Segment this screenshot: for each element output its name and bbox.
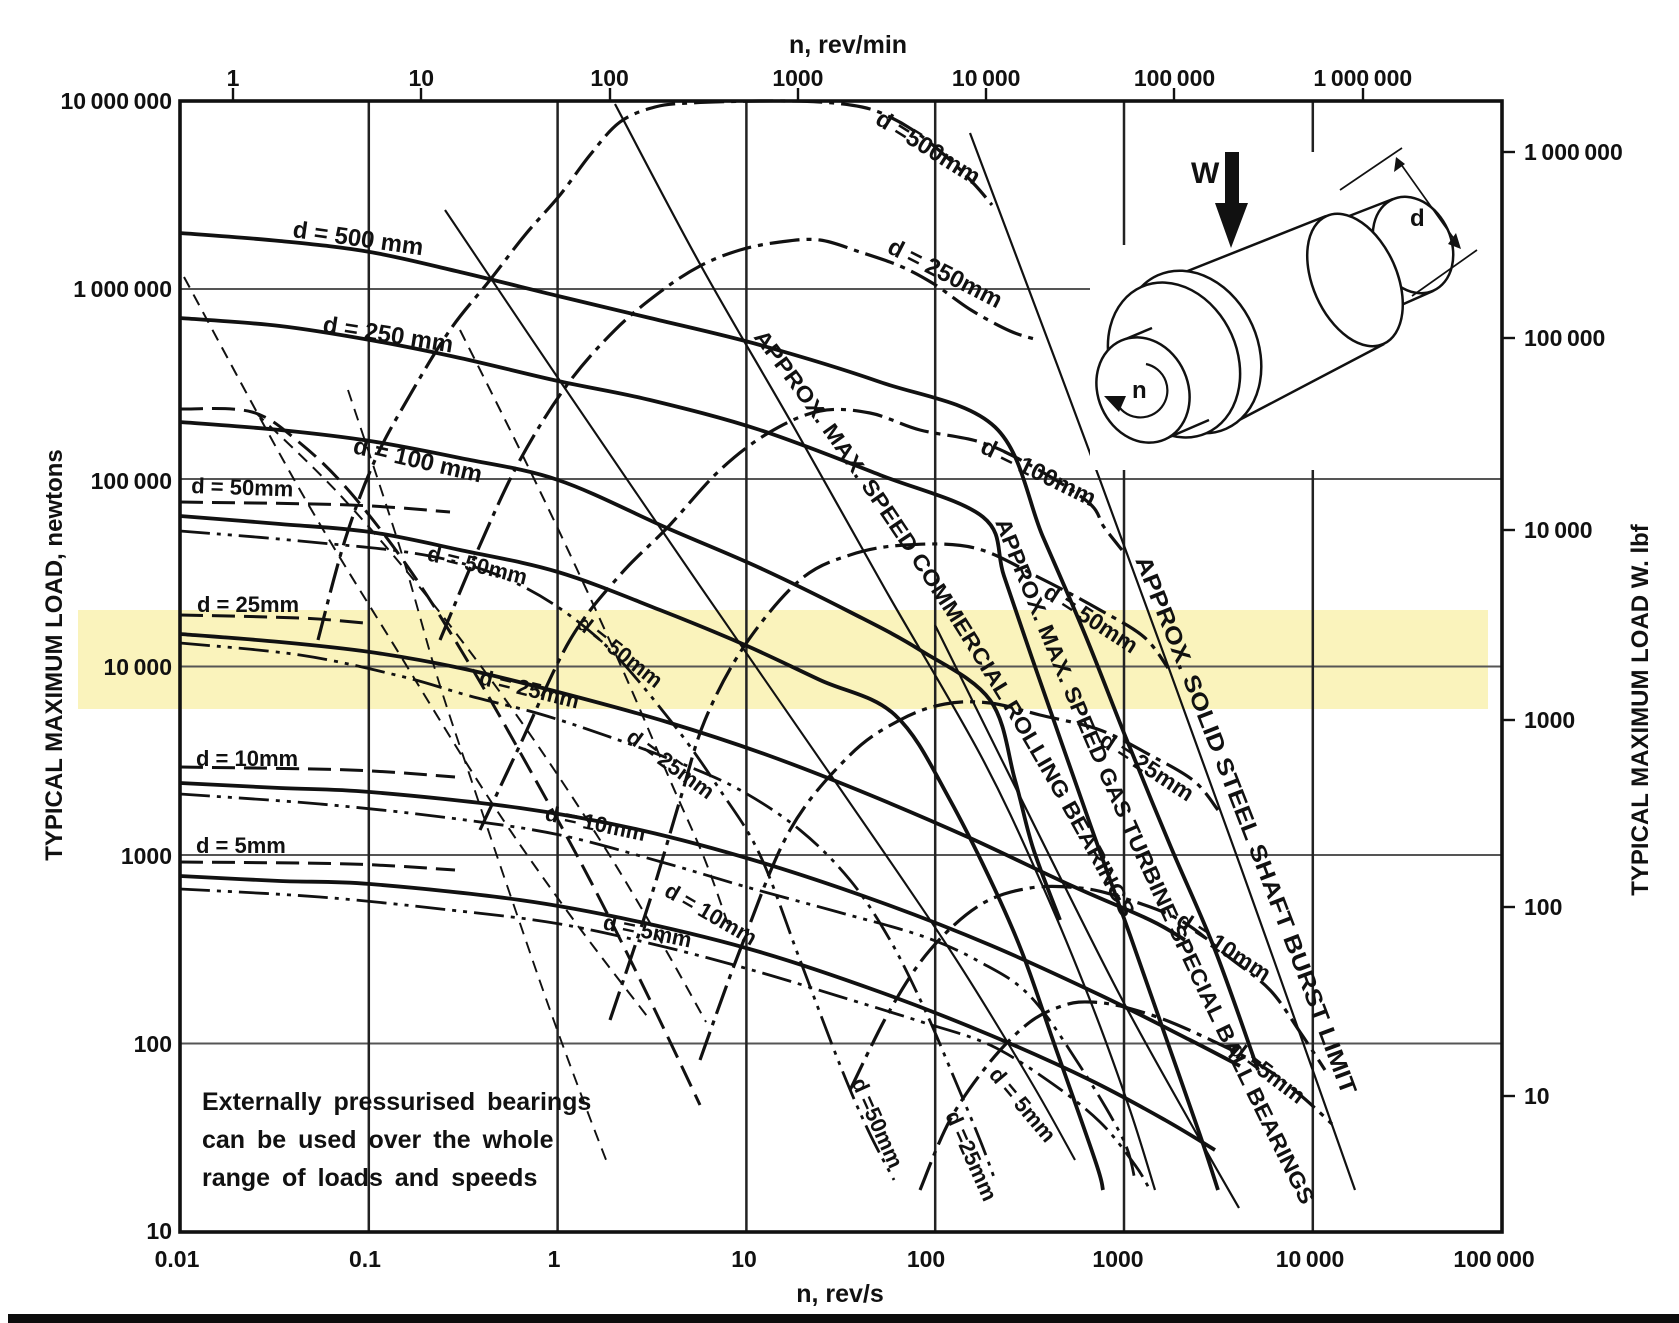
svg-text:10: 10: [1524, 1083, 1550, 1109]
svg-text:1: 1: [227, 65, 240, 91]
svg-text:10 000: 10 000: [952, 65, 1021, 91]
svg-text:10 000: 10 000: [1276, 1246, 1345, 1272]
svg-text:1000: 1000: [1524, 707, 1575, 733]
svg-text:10: 10: [146, 1218, 172, 1244]
svg-text:1000: 1000: [121, 843, 172, 869]
svg-text:W: W: [1191, 157, 1220, 190]
svg-text:d: d: [1410, 205, 1425, 232]
svg-text:10: 10: [409, 65, 435, 91]
svg-text:n, rev/s: n, rev/s: [796, 1280, 884, 1308]
svg-text:n, rev/min: n, rev/min: [789, 31, 907, 59]
svg-text:n: n: [1132, 377, 1147, 404]
svg-text:d = 25mm: d = 25mm: [622, 724, 719, 804]
svg-text:1 000 000: 1 000 000: [1524, 139, 1623, 165]
svg-text:100 000: 100 000: [1134, 65, 1215, 91]
svg-text:d = 100 mm: d = 100 mm: [351, 433, 485, 489]
svg-text:d = 5mm: d = 5mm: [601, 909, 694, 952]
svg-text:100: 100: [907, 1246, 945, 1272]
svg-text:10 000: 10 000: [1524, 517, 1593, 543]
svg-text:10: 10: [731, 1246, 757, 1272]
svg-text:d = 25mm: d = 25mm: [197, 592, 299, 617]
svg-text:TYPICAL MAXIMUM LOAD, newtons: TYPICAL MAXIMUM LOAD, newtons: [41, 449, 68, 861]
svg-text:d =25mm: d =25mm: [940, 1107, 1002, 1205]
svg-text:100: 100: [1524, 894, 1562, 920]
svg-text:d = 50mm: d = 50mm: [191, 473, 294, 502]
svg-text:0.01: 0.01: [155, 1246, 200, 1272]
svg-text:d = 100mm: d = 100mm: [976, 433, 1100, 512]
svg-text:d = 250mm: d = 250mm: [883, 233, 1006, 314]
svg-text:1000: 1000: [772, 65, 823, 91]
svg-text:0.1: 0.1: [349, 1246, 381, 1272]
svg-text:TYPICAL MAXIMUM LOAD W. lbf: TYPICAL MAXIMUM LOAD W. lbf: [1627, 523, 1654, 896]
svg-text:10 000 000: 10 000 000: [60, 88, 172, 114]
svg-text:d = 10mm: d = 10mm: [196, 746, 298, 771]
svg-text:range of loads and speeds: range of loads and speeds: [202, 1164, 537, 1192]
svg-text:100 000: 100 000: [91, 468, 172, 494]
svg-text:d = 250 mm: d = 250 mm: [321, 311, 455, 358]
svg-text:100 000: 100 000: [1453, 1246, 1534, 1272]
svg-text:10 000: 10 000: [103, 654, 172, 680]
svg-text:d = 500 mm: d = 500 mm: [291, 216, 425, 261]
svg-text:1: 1: [548, 1246, 561, 1272]
svg-text:1 000 000: 1 000 000: [1313, 65, 1412, 91]
svg-text:d =50mm: d =50mm: [846, 1074, 908, 1172]
svg-text:100: 100: [134, 1031, 172, 1057]
svg-text:1 000 000: 1 000 000: [73, 276, 172, 302]
svg-text:100: 100: [590, 65, 628, 91]
svg-text:d = 5mm: d = 5mm: [196, 833, 286, 858]
svg-text:can be used over the whole: can be used over the whole: [202, 1126, 554, 1154]
svg-text:1000: 1000: [1092, 1246, 1143, 1272]
svg-text:100 000: 100 000: [1524, 325, 1605, 351]
svg-text:d = 5mm: d = 5mm: [984, 1062, 1061, 1147]
svg-text:d =500mm: d =500mm: [871, 105, 985, 190]
svg-text:Externally pressurised bearing: Externally pressurised bearings: [202, 1088, 591, 1116]
